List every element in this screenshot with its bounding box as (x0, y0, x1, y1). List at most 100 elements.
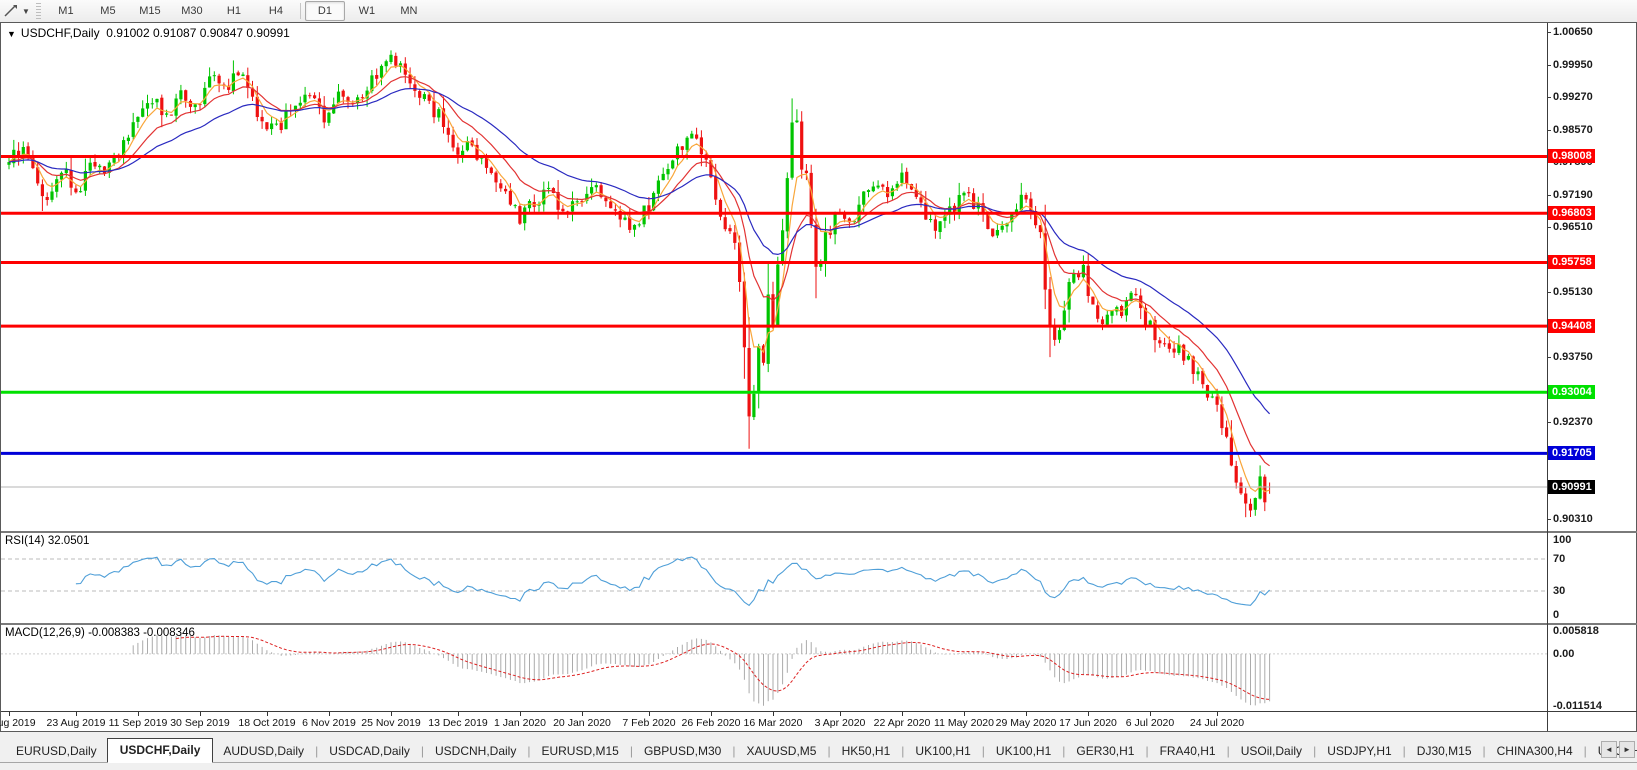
chart-tab-uk100-h1[interactable]: UK100,H1 (995, 744, 1052, 758)
timeframe-button-m30[interactable]: M30 (181, 5, 203, 17)
tab-separator: | (981, 744, 985, 758)
date-axis-label: 29 May 2020 (995, 717, 1057, 729)
tab-separator: | (732, 744, 736, 758)
date-tick (458, 712, 459, 716)
price-level-badge: 0.93004 (1548, 385, 1595, 399)
chart-tab-usdchf-daily[interactable]: USDCHF,Daily (106, 738, 214, 763)
chart-tab-usdcad-daily[interactable]: USDCAD,Daily (329, 744, 410, 758)
rsi-macd-divider[interactable] (1, 623, 1637, 625)
date-axis-line (1, 711, 1637, 712)
price-axis-label: 0.95130 (1553, 286, 1593, 298)
date-axis-label: 26 Feb 2020 (681, 717, 741, 729)
date-tick (9, 712, 10, 716)
chevron-down-icon: ▼ (22, 6, 30, 16)
tab-separator: | (1482, 744, 1486, 758)
rsi-axis-label: 30 (1553, 585, 1566, 597)
price-tick (1547, 65, 1551, 66)
arrow-right-icon[interactable]: ► (1619, 741, 1635, 758)
macd-axis-label: 0.00 (1553, 648, 1575, 660)
rsi-line (75, 556, 1270, 607)
tab-separator: | (827, 744, 831, 758)
timeframe-button-h4[interactable]: H4 (268, 5, 283, 17)
chart-tab-uk100-h1[interactable]: UK100,H1 (915, 744, 971, 758)
date-axis-label: 23 Aug 2019 (46, 717, 106, 729)
price-tick (1547, 195, 1551, 196)
triangle-down-icon: ▼ (7, 29, 16, 39)
date-tick (76, 712, 77, 716)
date-tick (520, 712, 521, 716)
date-axis-label: 18 Oct 2019 (238, 717, 296, 729)
date-tick (1150, 712, 1151, 716)
price-tick (1547, 519, 1551, 520)
line-studies-button[interactable]: ▼ (0, 1, 34, 21)
chart-tab-hk50-h1[interactable]: HK50,H1 (841, 744, 891, 758)
timeframe-button-mn[interactable]: MN (400, 5, 418, 17)
date-tick (964, 712, 965, 716)
timeframe-button-w1[interactable]: W1 (358, 5, 376, 17)
date-tick (649, 712, 650, 716)
toolbar-drag-handle[interactable] (35, 3, 41, 19)
main-rsi-divider[interactable] (1, 531, 1637, 533)
date-tick (840, 712, 841, 716)
chart-tab-audusd-daily[interactable]: AUDUSD,Daily (223, 744, 305, 758)
date-axis-label: 16 Mar 2020 (743, 717, 803, 729)
chart-plot-area[interactable] (1, 23, 1637, 712)
chart-ohlc-values: 0.91002 0.91087 0.90847 0.90991 (106, 26, 290, 40)
price-tick (1547, 292, 1551, 293)
timeframe-button-h1[interactable]: H1 (226, 5, 241, 17)
timeframe-button-d1[interactable]: D1 (304, 1, 345, 21)
chart-tab-fra40-h1[interactable]: FRA40,H1 (1159, 744, 1216, 758)
chart-tab-usdcnh-daily[interactable]: USDCNH,Daily (435, 744, 517, 758)
arrow-left-icon[interactable]: ◄ (1601, 741, 1617, 758)
date-axis-label: 20 Jan 2020 (553, 717, 611, 729)
chart-window: ▼ USDCHF,Daily 0.91002 0.91087 0.90847 0.… (0, 22, 1637, 732)
date-axis-label: 11 May 2020 (934, 717, 994, 729)
date-tick (138, 712, 139, 716)
rsi-axis-label: 0 (1553, 609, 1560, 621)
chart-tab-eurusd-m15[interactable]: EURUSD,M15 (541, 744, 619, 758)
price-axis-label: 0.96510 (1553, 221, 1593, 233)
price-axis-label: 0.98570 (1553, 124, 1593, 136)
price-tick (1547, 227, 1551, 228)
date-axis-label: 25 Nov 2019 (361, 717, 421, 729)
chart-tab-usdjpy-h1[interactable]: USDJPY,H1 (1327, 744, 1392, 758)
price-axis-label: 0.99270 (1553, 91, 1593, 103)
macd-indicator-label: MACD(12,26,9) -0.008383 -0.008346 (5, 627, 195, 639)
chart-title: ▼ USDCHF,Daily 0.91002 0.91087 0.90847 0.… (7, 26, 290, 40)
chart-tab-usoil-daily[interactable]: USOil,Daily (1240, 744, 1303, 758)
price-tick (1547, 130, 1551, 131)
chart-tab-eurusd-daily[interactable]: EURUSD,Daily (16, 744, 97, 758)
price-axis-label: 0.97190 (1553, 189, 1593, 201)
macd-axis-label: -0.011514 (1553, 700, 1602, 712)
tab-separator: | (1583, 744, 1587, 758)
chart-tab-xauusd-m5[interactable]: XAUUSD,M5 (746, 744, 817, 758)
tab-separator: | (1145, 744, 1149, 758)
chart-tab-ger30-h1[interactable]: GER30,H1 (1076, 744, 1135, 758)
tab-separator: | (420, 744, 424, 758)
toolbar-separator (299, 3, 301, 19)
date-tick (329, 712, 330, 716)
date-axis-label: 6 Jul 2020 (1125, 717, 1175, 729)
price-level-badge: 0.94408 (1548, 319, 1595, 333)
date-tick (902, 712, 903, 716)
chart-tab-dj30-m15[interactable]: DJ30,M15 (1416, 744, 1472, 758)
date-tick (1088, 712, 1089, 716)
price-level-badge: 0.91705 (1548, 446, 1595, 460)
macd-axis-label: 0.005818 (1553, 625, 1599, 637)
tab-separator: | (527, 744, 531, 758)
timeframe-button-m1[interactable]: M1 (58, 5, 74, 17)
tab-separator: | (315, 744, 319, 758)
tab-separator: | (629, 744, 633, 758)
chart-tab-gbpusd-m30[interactable]: GBPUSD,M30 (643, 744, 722, 758)
date-axis-label: 7 Feb 2020 (622, 717, 676, 729)
timeframe-button-m5[interactable]: M5 (100, 5, 116, 17)
chart-tab-china300-h4[interactable]: CHINA300,H4 (1496, 744, 1573, 758)
date-axis-label: 30 Sep 2019 (170, 717, 230, 729)
date-axis-label: 22 Apr 2020 (873, 717, 931, 729)
timeframe-button-m15[interactable]: M15 (139, 5, 161, 17)
date-tick (711, 712, 712, 716)
price-level-badge: 0.95758 (1548, 255, 1595, 269)
date-axis-label: 5 Aug 2019 (0, 717, 36, 729)
tab-separator: | (1313, 744, 1317, 758)
rsi-axis-label: 70 (1553, 553, 1566, 565)
